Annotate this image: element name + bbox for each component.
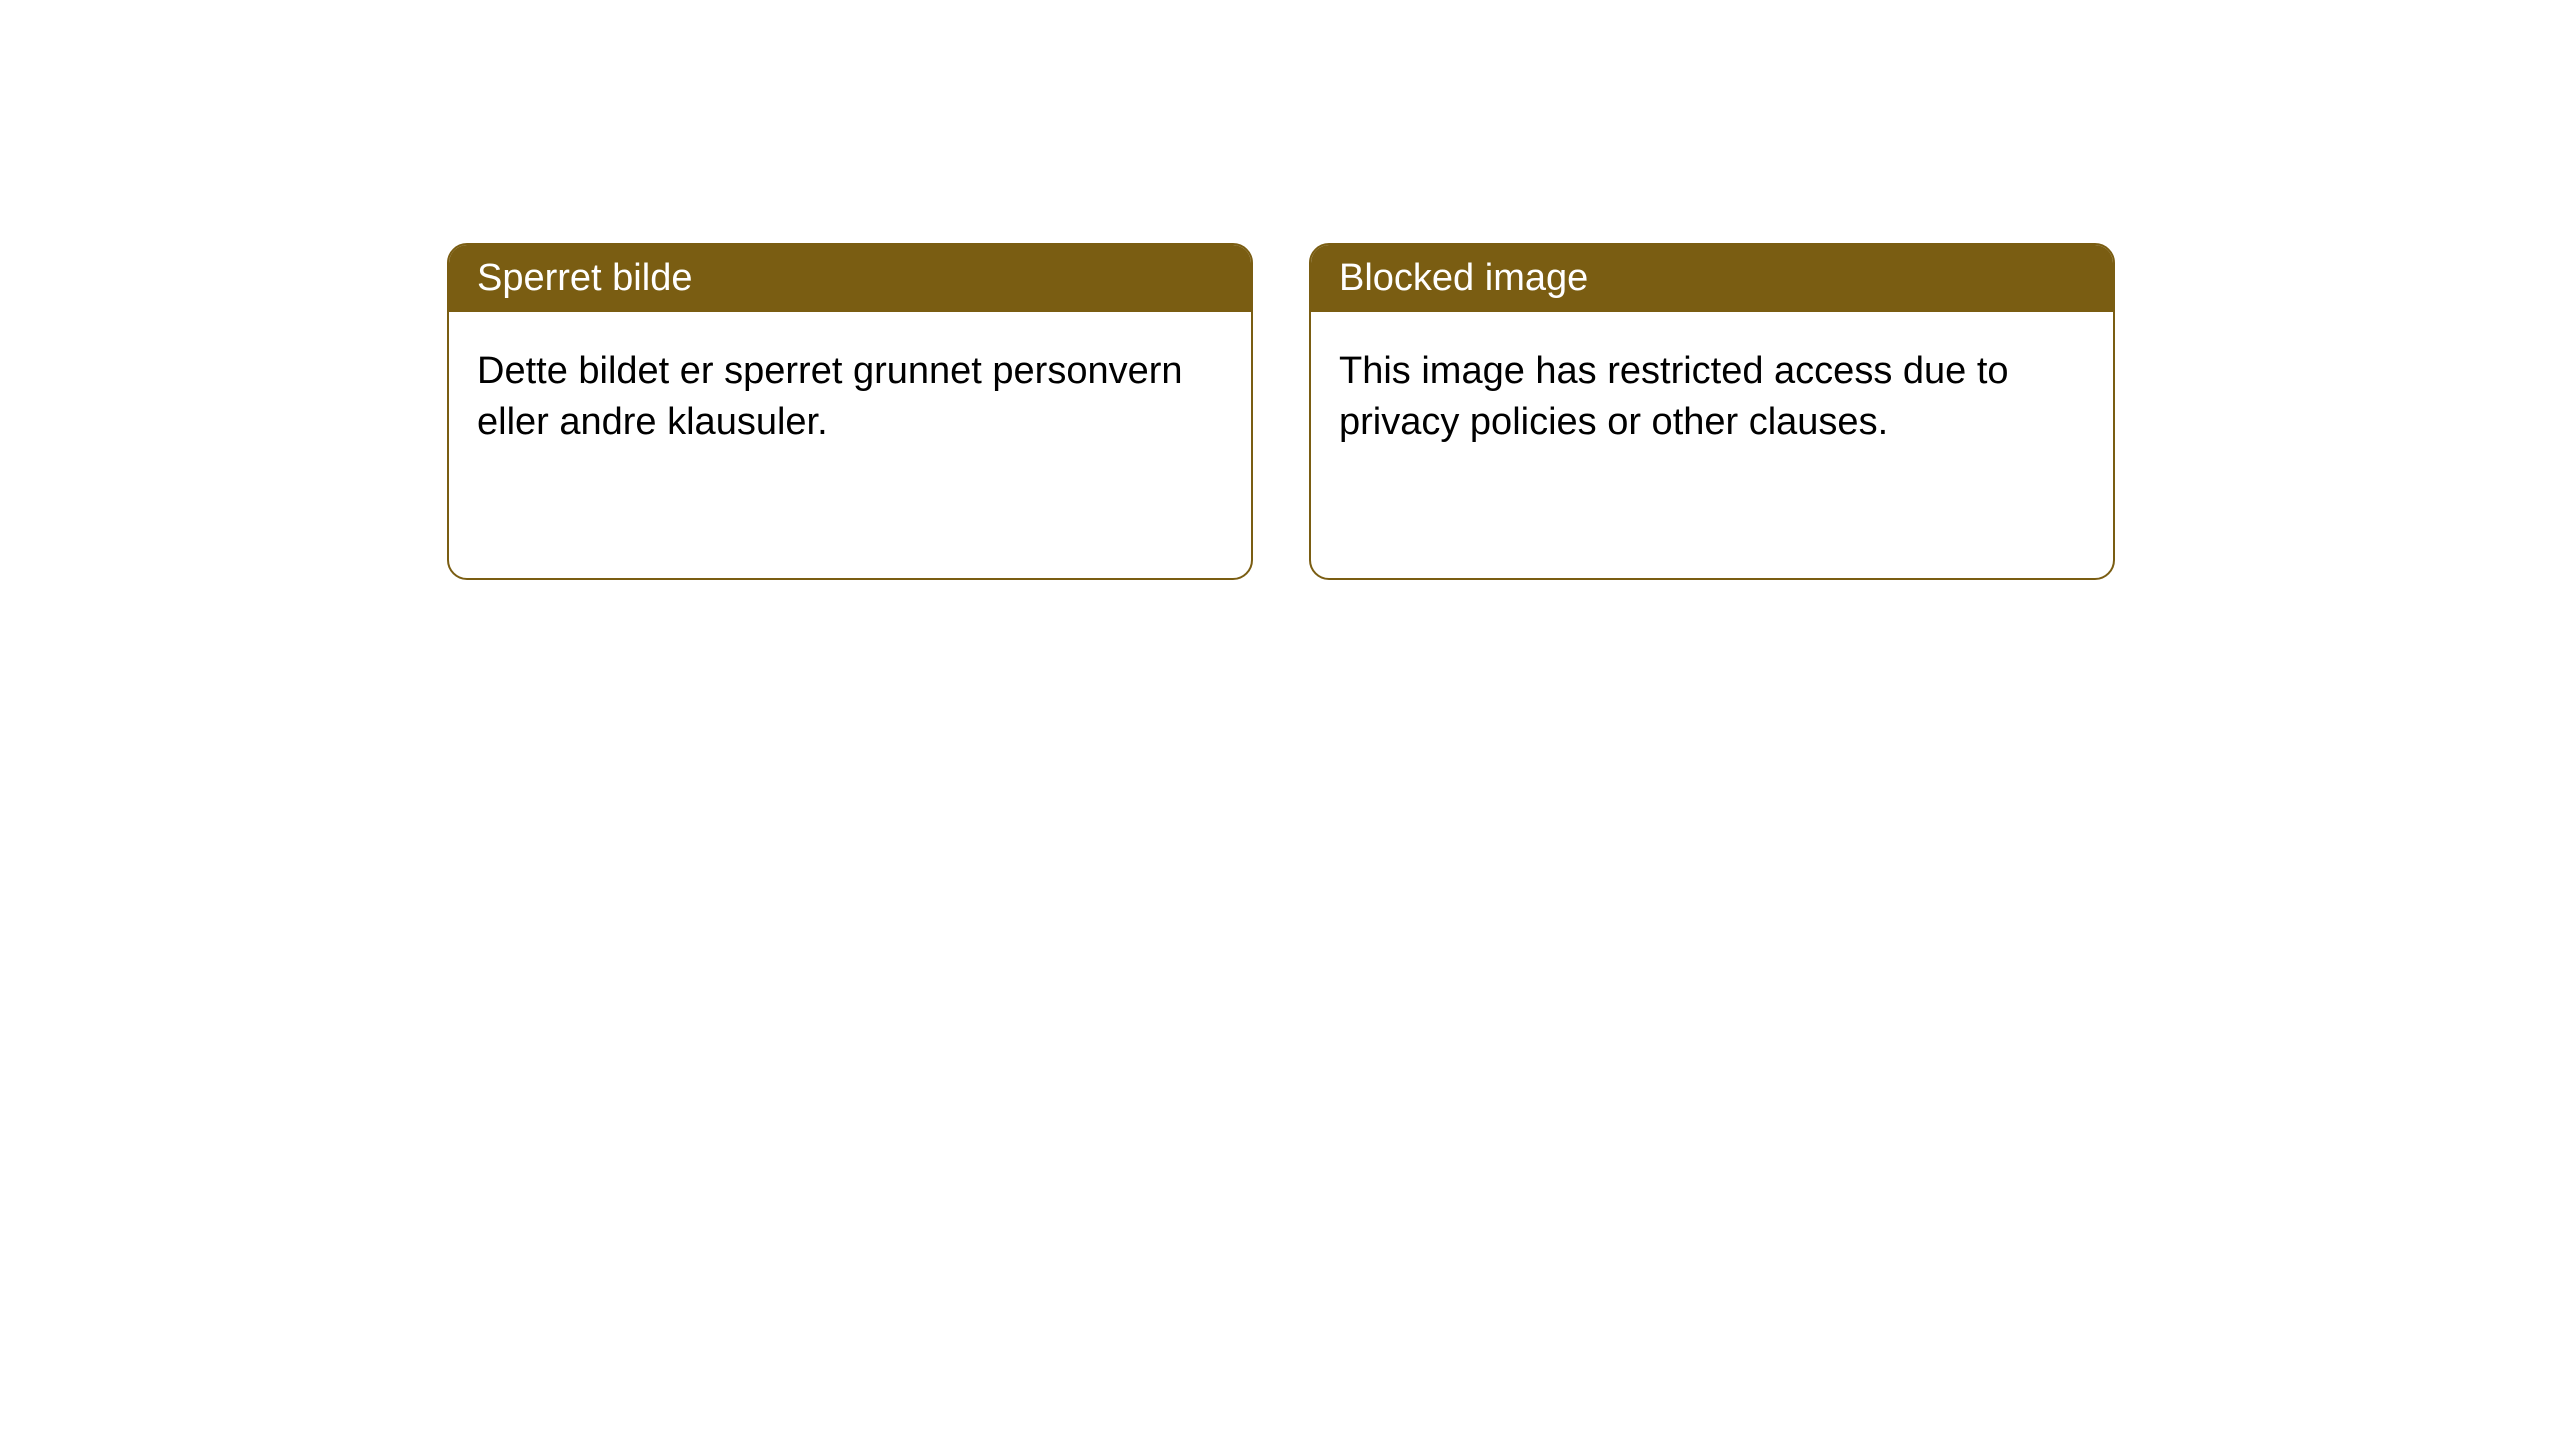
notice-container: Sperret bilde Dette bildet er sperret gr… <box>0 0 2560 580</box>
card-header: Sperret bilde <box>449 245 1251 312</box>
card-header: Blocked image <box>1311 245 2113 312</box>
blocked-image-card-en: Blocked image This image has restricted … <box>1309 243 2115 580</box>
blocked-image-card-no: Sperret bilde Dette bildet er sperret gr… <box>447 243 1253 580</box>
card-body: This image has restricted access due to … <box>1311 312 2113 483</box>
card-body: Dette bildet er sperret grunnet personve… <box>449 312 1251 483</box>
